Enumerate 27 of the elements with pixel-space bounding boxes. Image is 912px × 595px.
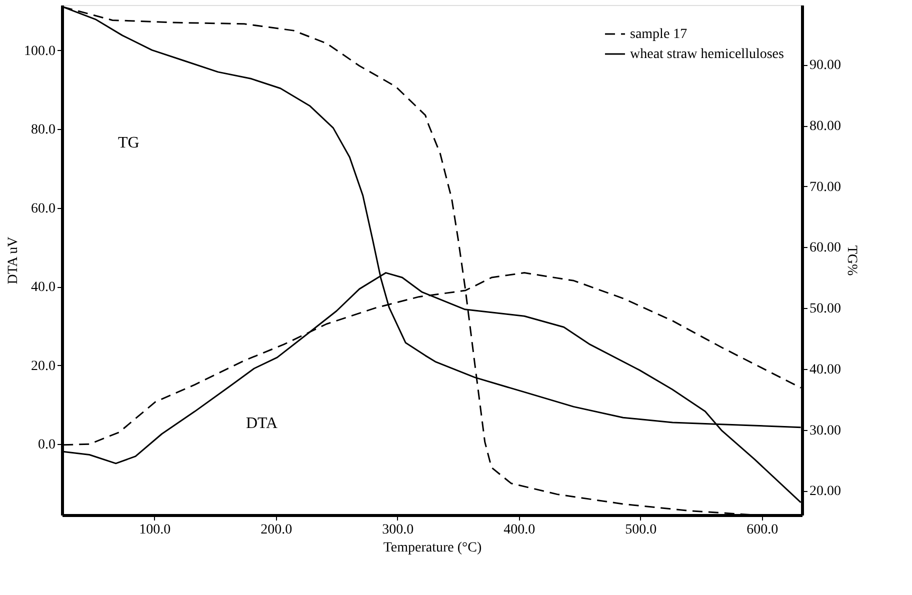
x-tick-label: 500.0 (625, 522, 657, 538)
y-axis-title: DTA uV (6, 236, 21, 284)
y2-tick-label: 40.00 (810, 362, 841, 378)
y2-axis-title: TG% (844, 245, 859, 276)
x-tick-label: 400.0 (504, 522, 536, 538)
y2-tick-label: 80.00 (810, 119, 841, 134)
y-tick-label: 100.0 (24, 44, 56, 59)
y-tick-label: 20.0 (31, 358, 56, 374)
y2-tick-label: 30.00 (810, 423, 841, 438)
y2-tick-label: 60.00 (810, 240, 841, 256)
legend-label: sample 17 (630, 27, 688, 42)
annotation: TG (118, 134, 140, 152)
y2-tick-label: 50.00 (810, 302, 841, 317)
y-tick-label: 80.0 (31, 122, 56, 138)
y-tick-label: 60.0 (31, 201, 56, 216)
legend-label: wheat straw hemicelluloses (630, 47, 784, 62)
y2-tick-label: 70.00 (810, 180, 841, 195)
annotation: DTA (246, 415, 278, 432)
y-tick-label: 0.0 (38, 438, 56, 453)
y-tick-label: 40.0 (31, 280, 56, 296)
y2-tick-label: 90.00 (810, 58, 841, 74)
x-tick-label: 100.0 (139, 522, 171, 538)
y2-tick-label: 20.00 (810, 484, 841, 500)
x-tick-label: 600.0 (746, 522, 778, 538)
x-tick-label: 200.0 (260, 522, 292, 538)
x-axis-title: Temperature (°C) (383, 540, 482, 556)
x-tick-label: 300.0 (382, 522, 414, 538)
